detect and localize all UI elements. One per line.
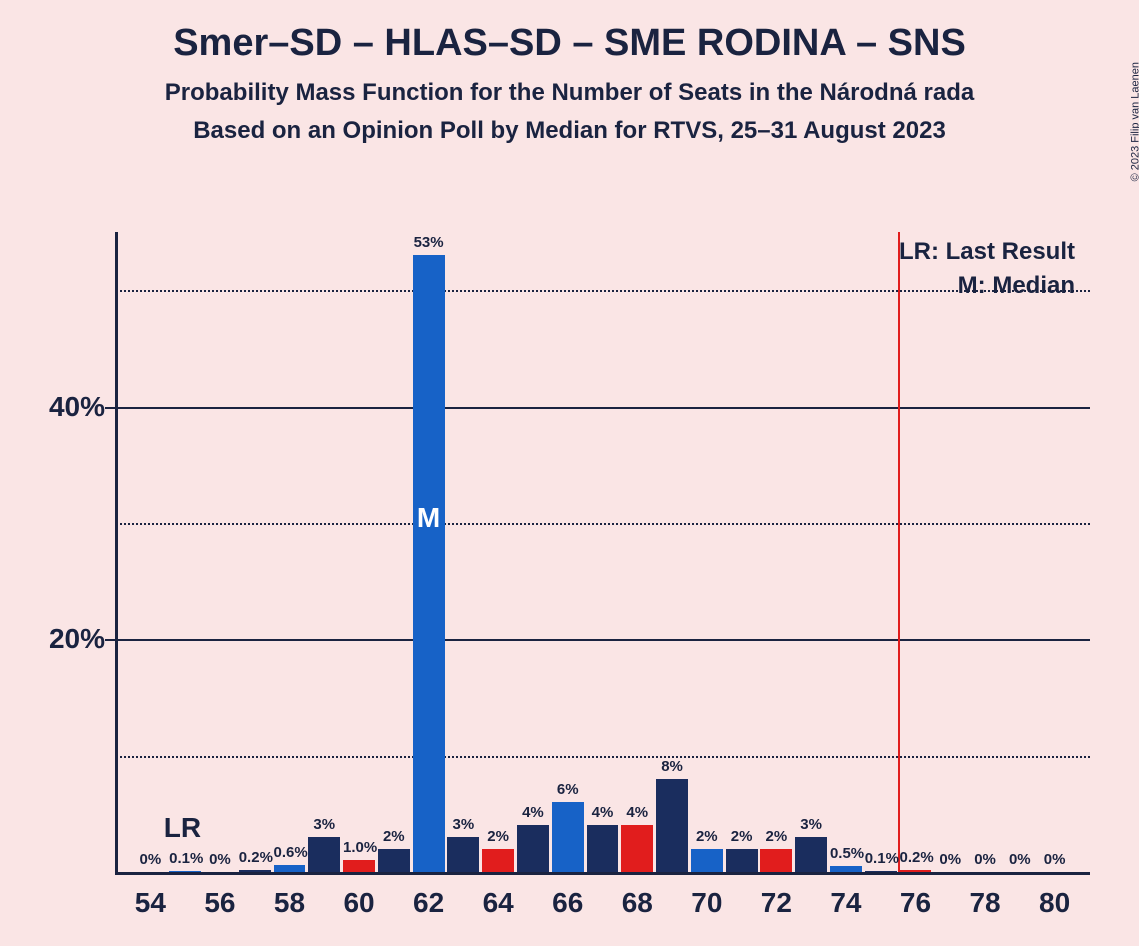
bar: 0.1% (865, 871, 897, 872)
chart-title: Smer–SD – HLAS–SD – SME RODINA – SNS (0, 22, 1139, 65)
bar-value-label: 2% (691, 828, 723, 845)
bar-value-label: 2% (760, 828, 792, 845)
x-axis-label: 68 (622, 887, 653, 919)
x-axis-label: 80 (1039, 887, 1070, 919)
bar-value-label: 3% (795, 816, 827, 833)
y-axis-label: 20% (49, 623, 105, 655)
x-axis-label: 78 (969, 887, 1000, 919)
bar-value-label: 0.5% (830, 845, 862, 862)
bar-value-label: 4% (517, 804, 549, 821)
bar: 6% (552, 802, 584, 872)
bar: 8% (656, 779, 688, 872)
bar-value-label: 0% (969, 851, 1001, 868)
bar: 3% (795, 837, 827, 872)
x-axis-label: 74 (830, 887, 861, 919)
bar-value-label: 0.1% (865, 850, 897, 867)
bar-value-label: 0% (1004, 851, 1036, 868)
bar-value-label: 3% (447, 816, 479, 833)
x-axis-label: 58 (274, 887, 305, 919)
legend-box: LR: Last Result M: Median (899, 238, 1075, 300)
bar-value-label: 0% (934, 851, 966, 868)
bar: 4% (517, 825, 549, 872)
gridline (115, 407, 1090, 409)
x-axis-label: 76 (900, 887, 931, 919)
bar-value-label: 8% (656, 758, 688, 775)
median-marker: M (417, 502, 440, 534)
y-axis-label: 40% (49, 391, 105, 423)
x-axis-label: 72 (761, 887, 792, 919)
bar-value-label: 1.0% (343, 839, 375, 856)
bar-value-label: 2% (482, 828, 514, 845)
gridline (115, 639, 1090, 641)
bar: 2% (482, 849, 514, 872)
bar-value-label: 4% (587, 804, 619, 821)
legend-lr: LR: Last Result (899, 238, 1075, 266)
gridline-minor (115, 756, 1090, 758)
bar: 1.0% (343, 860, 375, 872)
x-axis-label: 54 (135, 887, 166, 919)
x-axis-label: 62 (413, 887, 444, 919)
bar: 2% (378, 849, 410, 872)
x-axis-label: 66 (552, 887, 583, 919)
bar: 2% (760, 849, 792, 872)
bar: 53%M (413, 255, 445, 872)
bar-value-label: 0% (134, 851, 166, 868)
bar: 0.6% (274, 865, 306, 872)
bar: 0.2% (900, 870, 932, 872)
bar-value-label: 0.2% (239, 849, 271, 866)
bar-value-label: 2% (378, 828, 410, 845)
x-axis-label: 70 (691, 887, 722, 919)
bar: 4% (587, 825, 619, 872)
x-axis-label: 60 (343, 887, 374, 919)
bar-value-label: 0% (204, 851, 236, 868)
bar-value-label: 0.6% (274, 844, 306, 861)
bar-value-label: 0% (1039, 851, 1071, 868)
legend-m: M: Median (899, 272, 1075, 300)
bar: 0.5% (830, 866, 862, 872)
bar: 2% (691, 849, 723, 872)
chart-subtitle-2: Based on an Opinion Poll by Median for R… (0, 117, 1139, 145)
bar: 0.1% (169, 871, 201, 872)
bar: 4% (621, 825, 653, 872)
x-axis-label: 56 (204, 887, 235, 919)
bar: 0.2% (239, 870, 271, 872)
lr-reference-line (898, 232, 900, 872)
copyright-text: © 2023 Filip van Laenen (1129, 62, 1139, 181)
bar-value-label: 3% (308, 816, 340, 833)
chart-subtitle-1: Probability Mass Function for the Number… (0, 79, 1139, 107)
x-axis-label: 64 (483, 887, 514, 919)
bar-value-label: 0.2% (900, 849, 932, 866)
bar-value-label: 6% (552, 781, 584, 798)
bar: 3% (447, 837, 479, 872)
bar-value-label: 2% (726, 828, 758, 845)
chart-plot-area: 20%40%0%0.1%0%0.2%0.6%3%1.0%2%53%M3%2%4%… (115, 232, 1090, 872)
bar-value-label: 4% (621, 804, 653, 821)
gridline-minor (115, 523, 1090, 525)
lr-marker-text: LR (164, 812, 201, 844)
bar: 3% (308, 837, 340, 872)
bar-value-label: 53% (413, 234, 445, 251)
bar: 2% (726, 849, 758, 872)
bar-value-label: 0.1% (169, 850, 201, 867)
